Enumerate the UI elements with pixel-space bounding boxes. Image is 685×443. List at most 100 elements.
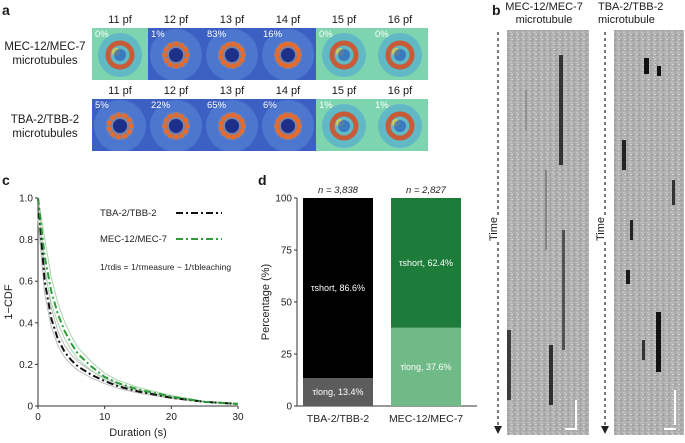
confidence-band bbox=[37, 197, 239, 405]
pf-label: 11 pf bbox=[108, 85, 132, 97]
kymo-title-line: microtubule bbox=[598, 14, 655, 26]
x-tick-label: 20 bbox=[166, 412, 178, 423]
protofilament-marker bbox=[292, 61, 298, 67]
density-map-image bbox=[206, 100, 258, 151]
class-percentage: 6% bbox=[263, 100, 277, 111]
class-percentage: 65% bbox=[207, 100, 227, 111]
protofilament-marker bbox=[287, 134, 294, 140]
class-percentage: 1% bbox=[319, 100, 333, 111]
density-map-tile: 16% bbox=[260, 28, 316, 80]
class-percentage: 0% bbox=[319, 29, 333, 40]
protofilament-marker bbox=[295, 128, 301, 134]
protofilament-marker bbox=[163, 117, 170, 124]
protofilament-marker bbox=[278, 61, 284, 67]
kymo-title-line: TBA-2/TBB-2 bbox=[598, 1, 664, 13]
series-line bbox=[37, 197, 239, 405]
sample-size-label: n = 3,838 bbox=[318, 185, 359, 196]
kymograph-tba-image bbox=[614, 30, 684, 435]
class-percentage: 16% bbox=[263, 29, 283, 40]
pf-label: 16 pf bbox=[387, 85, 413, 97]
protofilament-marker bbox=[106, 126, 113, 132]
lumen bbox=[113, 119, 127, 133]
row-label-line: MEC-12/MEC-7 bbox=[4, 41, 86, 53]
protofilament-marker bbox=[282, 41, 289, 47]
protofilament-marker bbox=[295, 47, 301, 53]
protofilament-marker bbox=[182, 128, 189, 135]
protofilament-marker bbox=[162, 123, 168, 129]
density-map-image bbox=[206, 29, 258, 80]
protofilament-marker bbox=[282, 63, 289, 69]
time-label-right: Time bbox=[594, 216, 609, 242]
y-tick-label: 1.0 bbox=[19, 194, 33, 205]
panel-c-chart: 0 0.2 0.4 0.6 0.8 1.0 0 10 20 30 Duration (s) 1−CDF… bbox=[3, 194, 244, 440]
protofilament-marker bbox=[225, 113, 231, 119]
lumen bbox=[394, 120, 406, 132]
protofilament-marker bbox=[230, 41, 236, 47]
protofilament-marker bbox=[282, 112, 289, 118]
protofilament-marker bbox=[128, 123, 134, 129]
protofilament-marker bbox=[163, 128, 170, 135]
kymo-title-line: microtubule bbox=[515, 14, 573, 26]
lumen bbox=[338, 49, 350, 61]
protofilament-marker bbox=[173, 63, 179, 69]
protofilament-marker bbox=[274, 123, 280, 129]
protofilament-marker bbox=[230, 134, 236, 140]
protofilament-marker bbox=[239, 118, 245, 124]
y-tick-label: 0 bbox=[27, 402, 33, 413]
density-map-image bbox=[262, 100, 314, 151]
y-tick-label: 0.2 bbox=[19, 360, 33, 371]
density-map-tile: 65% bbox=[204, 99, 260, 151]
y-tick-label: 0 bbox=[286, 402, 292, 413]
density-ring bbox=[385, 40, 415, 70]
pf-label: 11 pf bbox=[108, 14, 132, 26]
density-map-image bbox=[98, 33, 142, 77]
time-arrow-left bbox=[494, 32, 502, 434]
density-map-image bbox=[378, 104, 422, 148]
bar-segment bbox=[303, 378, 373, 406]
protofilament-marker bbox=[230, 112, 236, 118]
lumen bbox=[169, 119, 183, 133]
x-axis-label: Duration (s) bbox=[109, 427, 166, 439]
pf-label: 13 pf bbox=[219, 14, 245, 26]
protofilament-marker bbox=[162, 52, 168, 58]
time-label-left: Time bbox=[487, 216, 502, 242]
density-map-tile: 1% bbox=[148, 28, 204, 80]
pf-label: 14 pf bbox=[275, 14, 301, 26]
x-tick-label: 0 bbox=[35, 412, 41, 423]
bar-segment bbox=[391, 327, 461, 406]
y-tick-label: 50 bbox=[281, 298, 293, 309]
protofilament-marker bbox=[296, 52, 302, 58]
protofilament-marker bbox=[275, 128, 281, 134]
density-map-image bbox=[322, 33, 366, 77]
pf-label: 12 pf bbox=[163, 85, 189, 97]
class-percentage: 22% bbox=[151, 100, 171, 111]
protofilament-marker bbox=[274, 52, 280, 58]
legend-label: MEC-12/MEC-7 bbox=[100, 234, 167, 245]
protofilament-marker bbox=[121, 113, 128, 119]
time-arrow-right bbox=[601, 32, 609, 434]
protofilament-marker bbox=[115, 112, 122, 118]
protofilament-marker bbox=[182, 117, 189, 124]
protofilament-marker bbox=[126, 117, 132, 123]
panel-letter-b: b bbox=[492, 2, 501, 18]
density-ring bbox=[105, 40, 135, 70]
density-map-tile: 5% bbox=[92, 99, 148, 151]
class-percentage: 5% bbox=[95, 100, 109, 111]
class-percentage: 1% bbox=[375, 100, 389, 111]
pf-label: 15 pf bbox=[331, 14, 357, 26]
x-category-label: TBA-2/TBB-2 bbox=[307, 413, 370, 425]
row-label-mec: MEC-12/MEC-7 microtubules bbox=[0, 40, 90, 68]
lumen bbox=[394, 49, 406, 61]
sample-size-label: n = 2,827 bbox=[406, 185, 447, 196]
bar-data-label: τlong, 37.6% bbox=[400, 362, 451, 372]
pf-label: 14 pf bbox=[275, 85, 301, 97]
protofilament-marker bbox=[292, 114, 298, 120]
kymo-title-tba: TBA-2/TBB-2 microtubule bbox=[598, 1, 685, 27]
y-tick-label: 25 bbox=[281, 350, 293, 361]
density-map-tile: 22% bbox=[148, 99, 204, 151]
panel-letter-c: c bbox=[2, 172, 10, 188]
protofilament-marker bbox=[292, 132, 298, 138]
bar-data-label: τshort, 62.4% bbox=[399, 258, 453, 268]
protofilament-marker bbox=[178, 132, 185, 139]
protofilament-marker bbox=[173, 41, 179, 47]
